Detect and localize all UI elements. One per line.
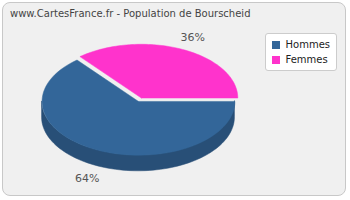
svg-text:36%: 36% (180, 31, 204, 44)
html-text:Hommes: Hommes (285, 39, 330, 50)
html-text:Femmes: Femmes (285, 54, 328, 65)
html-text:www.CartesFrance.fr - Populati: www.CartesFrance.fr - Population de Bour… (10, 8, 251, 19)
svg-text:64%: 64% (75, 172, 99, 185)
